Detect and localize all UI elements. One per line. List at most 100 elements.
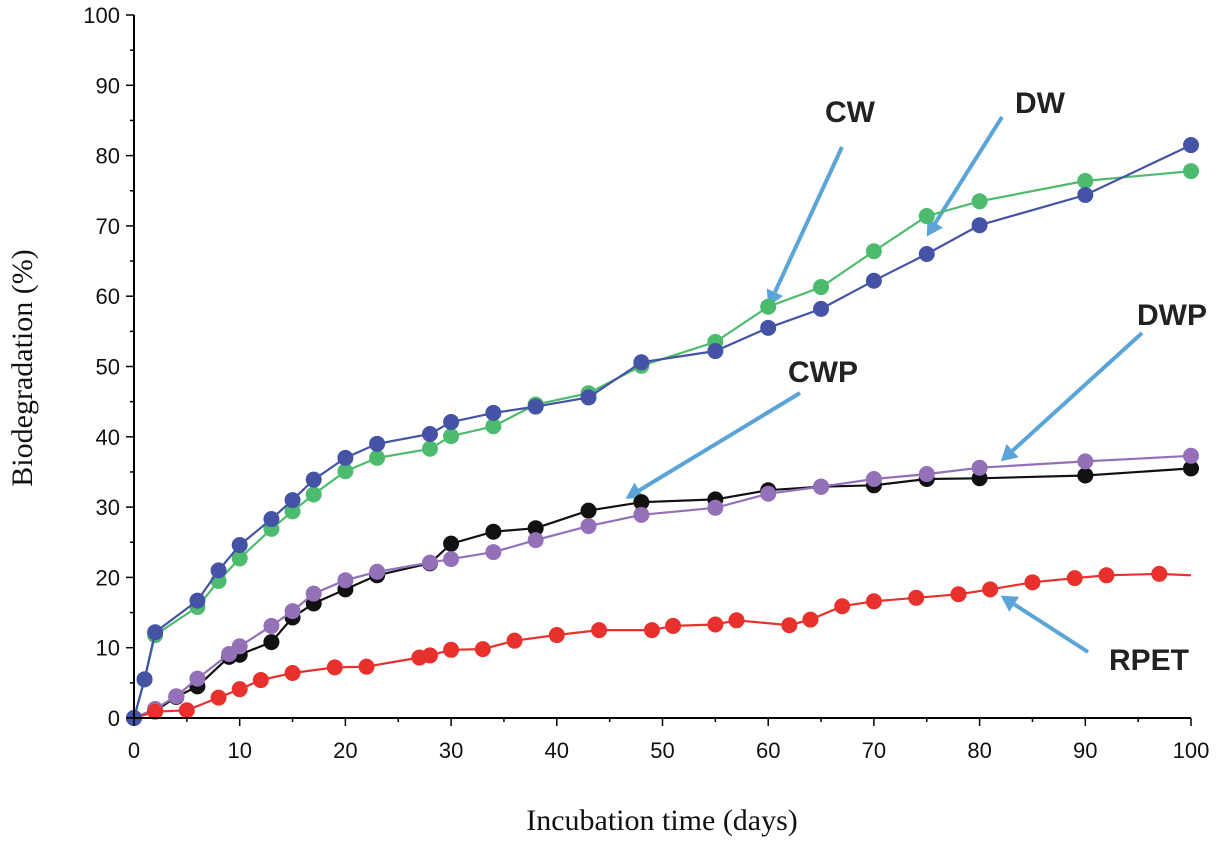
data-point-rpet (421, 647, 438, 664)
annotation-arrow-rpet (1013, 602, 1090, 654)
annotation-arrowhead-dwp (1000, 443, 1019, 462)
data-point-dw (136, 671, 153, 688)
annotation-label-cwp: CWP (788, 356, 858, 389)
annotation-label-dw: DW (1015, 87, 1066, 120)
data-point-cwp (1077, 467, 1094, 484)
data-point-dw (421, 425, 438, 442)
annotation-arrow-cwp (638, 391, 802, 493)
data-point-rpet (950, 586, 967, 603)
data-point-rpet (284, 665, 301, 682)
data-point-dwp (1183, 447, 1199, 464)
data-point-dwp (707, 499, 724, 516)
data-point-dw (707, 343, 724, 360)
data-point-cw (1077, 172, 1094, 189)
series-line-cw (132, 170, 1192, 719)
data-point-dw (865, 272, 882, 289)
data-point-cw (865, 243, 882, 260)
y-tick-label: 0 (108, 706, 120, 731)
data-point-dw (580, 389, 597, 406)
data-point-rpet (1098, 567, 1115, 584)
data-point-cw (918, 208, 935, 225)
x-tick-label: 20 (333, 738, 357, 763)
data-point-cw (1183, 163, 1199, 180)
data-point-rpet (147, 703, 164, 720)
annotation-arrow-dwp (1011, 331, 1144, 453)
series-line-rpet (133, 572, 1192, 720)
data-point-cw (760, 298, 777, 315)
data-point-cw (443, 428, 460, 445)
data-point-dwp (443, 551, 460, 568)
data-point-rpet (865, 593, 882, 610)
data-point-cw (231, 550, 248, 567)
data-point-rpet (210, 689, 227, 706)
data-point-dwp (168, 688, 185, 705)
data-point-rpet (707, 616, 724, 633)
data-point-dwp (231, 638, 248, 655)
data-point-dw (231, 537, 248, 554)
y-tick-label: 70 (96, 214, 120, 239)
data-point-dw (485, 404, 502, 421)
annotation-arrow-cw (773, 146, 844, 294)
series-cw (126, 163, 1199, 726)
data-point-cwp (263, 634, 280, 651)
annotation-label-cw: CW (825, 96, 876, 129)
y-tick-label: 100 (83, 3, 120, 28)
data-point-dwp (527, 532, 544, 549)
data-point-rpet (474, 641, 491, 658)
data-point-rpet (665, 617, 682, 634)
data-point-cw (337, 463, 354, 480)
y-tick-label: 60 (96, 284, 120, 309)
data-point-dwp (189, 670, 206, 687)
y-tick-label: 80 (96, 144, 120, 169)
x-tick-label: 60 (756, 738, 780, 763)
y-tick-label: 30 (96, 495, 120, 520)
x-tick-label: 100 (1173, 738, 1210, 763)
x-tick-label: 30 (439, 738, 463, 763)
data-point-rpet (982, 581, 999, 598)
data-point-dw (918, 246, 935, 263)
data-point-dwp (918, 466, 935, 483)
data-point-rpet (781, 617, 798, 634)
data-point-rpet (908, 589, 925, 606)
data-point-rpet (643, 622, 660, 639)
annotation-arrow-dw (933, 115, 1004, 224)
data-point-rpet (231, 681, 248, 698)
data-point-dwp (865, 470, 882, 487)
data-point-dwp (760, 485, 777, 502)
y-axis-title: Biodegradation (%) (6, 249, 39, 486)
data-point-cwp (580, 502, 597, 519)
data-point-dw (760, 319, 777, 336)
data-point-cw (284, 503, 301, 520)
data-point-dwp (1077, 453, 1094, 470)
x-tick-label: 80 (967, 738, 991, 763)
data-point-dwp (284, 603, 301, 620)
x-tick-label: 50 (650, 738, 674, 763)
data-point-dw (369, 435, 386, 452)
data-point-cw (485, 418, 502, 435)
data-point-dwp (813, 478, 830, 495)
annotations: CW DW CWP DWP RPET (625, 87, 1207, 677)
y-tick-label: 40 (96, 425, 120, 450)
data-point-rpet (326, 659, 343, 676)
data-point-dw (147, 624, 164, 641)
data-point-rpet (443, 641, 460, 658)
data-point-dwp (485, 544, 502, 561)
data-point-dw (337, 449, 354, 466)
data-point-dw (305, 471, 322, 488)
data-point-dw (443, 414, 460, 431)
ticks: 0 10 20 30 40 50 60 70 80 90 100 0 10 20 30 40 50 60 70 80 9… (83, 3, 1209, 763)
series-dw (126, 137, 1199, 726)
data-point-cwp (633, 494, 650, 511)
data-point-dw (284, 492, 301, 509)
annotation-label-rpet: RPET (1109, 644, 1189, 677)
y-tick-label: 50 (96, 355, 120, 380)
data-point-rpet (591, 622, 608, 639)
data-point-dw (1077, 186, 1094, 203)
data-point-cwp (485, 523, 502, 540)
data-point-dwp (305, 585, 322, 602)
x-tick-label: 40 (545, 738, 569, 763)
data-point-dw (527, 398, 544, 415)
y-tick-label: 10 (96, 636, 120, 661)
data-point-dwp (263, 617, 280, 634)
